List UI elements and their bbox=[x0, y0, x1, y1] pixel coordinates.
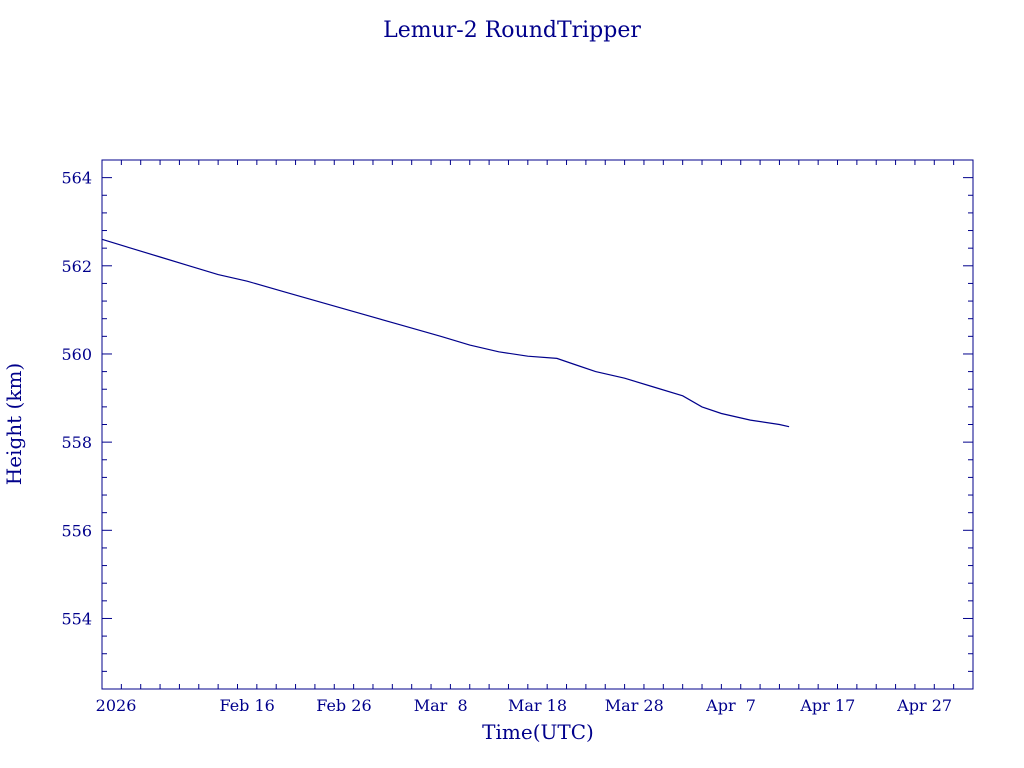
y-tick-label: 554 bbox=[61, 609, 92, 628]
x-tick-label: Feb 26 bbox=[316, 696, 371, 715]
x-tick-label: Apr 17 bbox=[799, 696, 855, 715]
x-tick-label: Mar 18 bbox=[508, 696, 567, 715]
y-axis-label: Height (km) bbox=[2, 363, 26, 485]
chart-title: Lemur-2 RoundTripper bbox=[383, 18, 641, 43]
y-tick-labels: 554 556 558 560 562 564 bbox=[61, 169, 92, 629]
y-tick-label: 562 bbox=[61, 257, 92, 276]
x-axis-label: Time(UTC) bbox=[482, 720, 594, 744]
y-tick-label: 558 bbox=[61, 433, 92, 452]
axis-ticks bbox=[101, 159, 974, 690]
x-tick-label: Mar 8 bbox=[414, 696, 468, 715]
x-tick-label: 2026 bbox=[96, 696, 137, 715]
y-tick-label: 556 bbox=[61, 521, 92, 540]
x-tick-label: Apr 27 bbox=[896, 696, 952, 715]
y-tick-label: 560 bbox=[61, 345, 92, 364]
plot-frame bbox=[101, 159, 974, 690]
x-tick-labels: 2026 Feb 16 Feb 26 Mar 8 Mar 18 Mar 28 Apr 7 Ap… bbox=[96, 696, 952, 715]
x-tick-label: Apr 7 bbox=[705, 696, 756, 715]
y-tick-label: 564 bbox=[61, 169, 92, 188]
x-tick-label: Feb 16 bbox=[219, 696, 274, 715]
height-series-line bbox=[101, 238, 790, 428]
x-tick-label: Mar 28 bbox=[605, 696, 664, 715]
